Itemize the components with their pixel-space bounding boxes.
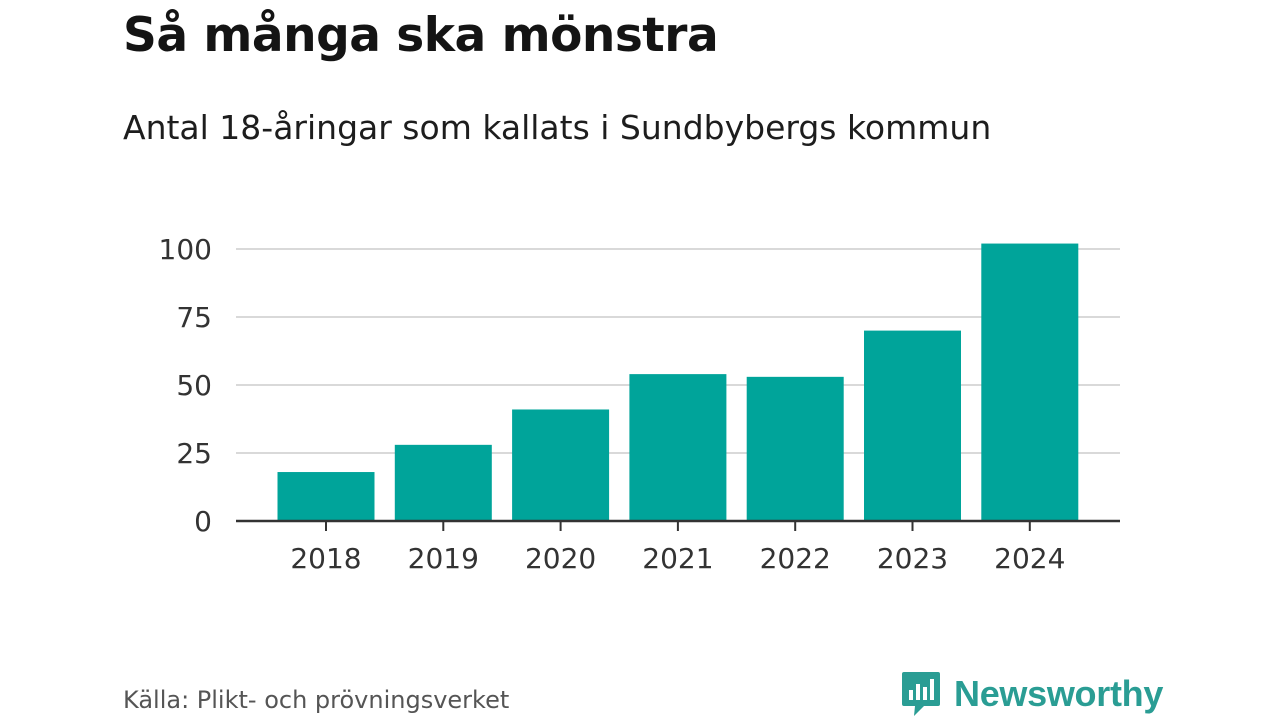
y-tick-label: 0	[194, 505, 212, 538]
x-tick-label: 2020	[525, 542, 596, 575]
x-axis-ticks: 2018 2019 2020 2021 2022 2023 2024	[236, 519, 1120, 575]
chart-title: Så många ska mönstra	[123, 8, 719, 63]
x-tick-label: 2023	[877, 542, 948, 575]
bar-2024	[981, 243, 1079, 521]
x-tick-label: 2021	[642, 542, 713, 575]
x-tick-label: 2019	[408, 542, 479, 575]
brand-logo: Newsworthy	[900, 670, 1163, 718]
y-tick-label: 75	[176, 301, 212, 334]
source-note: Källa: Plikt- och prövningsverket	[123, 686, 510, 714]
bar-2019	[394, 444, 492, 521]
x-tick-label: 2022	[760, 542, 831, 575]
chart-subtitle: Antal 18-åringar som kallats i Sundbyber…	[123, 108, 992, 147]
newsworthy-logo-icon	[902, 672, 940, 716]
y-axis-ticks: 0 25 50 75 100	[159, 233, 212, 538]
bar-2021	[629, 374, 727, 521]
bar-2022	[746, 376, 844, 521]
x-tick-label: 2018	[290, 542, 361, 575]
y-tick-label: 50	[176, 369, 212, 402]
y-tick-label: 100	[159, 233, 212, 266]
bar-2023	[864, 330, 961, 521]
x-tick-label: 2024	[994, 542, 1065, 575]
bar-2018	[277, 472, 375, 521]
bars	[277, 243, 1079, 521]
brand-name: Newsworthy	[954, 673, 1164, 714]
bar-2020	[512, 409, 610, 521]
y-tick-label: 25	[176, 437, 212, 470]
